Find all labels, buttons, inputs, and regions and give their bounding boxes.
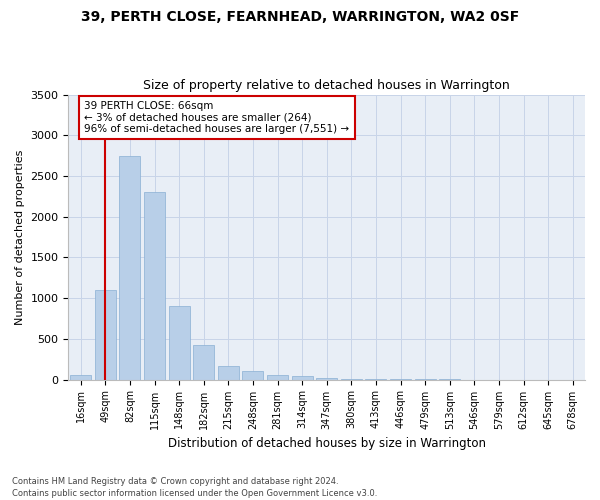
Text: 39, PERTH CLOSE, FEARNHEAD, WARRINGTON, WA2 0SF: 39, PERTH CLOSE, FEARNHEAD, WARRINGTON, … xyxy=(81,10,519,24)
Bar xyxy=(95,290,116,380)
Bar xyxy=(144,192,165,380)
Bar xyxy=(242,372,263,380)
Bar xyxy=(193,346,214,380)
Bar xyxy=(341,379,362,380)
Bar xyxy=(267,374,288,380)
X-axis label: Distribution of detached houses by size in Warrington: Distribution of detached houses by size … xyxy=(168,437,486,450)
Bar xyxy=(218,366,239,380)
Y-axis label: Number of detached properties: Number of detached properties xyxy=(15,150,25,325)
Text: 39 PERTH CLOSE: 66sqm
← 3% of detached houses are smaller (264)
96% of semi-deta: 39 PERTH CLOSE: 66sqm ← 3% of detached h… xyxy=(85,101,350,134)
Bar xyxy=(119,156,140,380)
Bar xyxy=(316,378,337,380)
Bar xyxy=(292,376,313,380)
Bar xyxy=(169,306,190,380)
Title: Size of property relative to detached houses in Warrington: Size of property relative to detached ho… xyxy=(143,79,510,92)
Text: Contains HM Land Registry data © Crown copyright and database right 2024.
Contai: Contains HM Land Registry data © Crown c… xyxy=(12,476,377,498)
Bar xyxy=(70,376,91,380)
